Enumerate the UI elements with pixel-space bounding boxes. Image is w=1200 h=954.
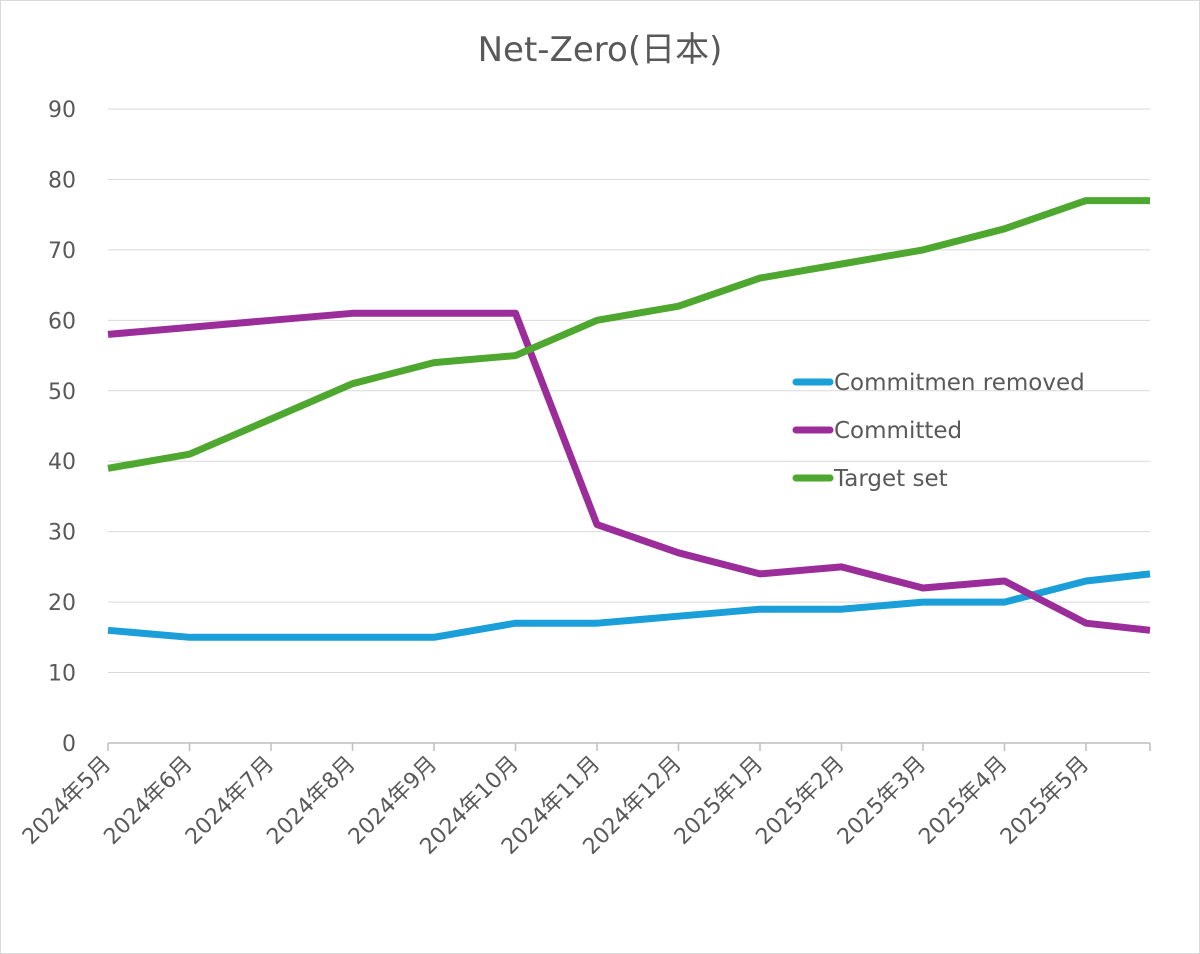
series-line-committed [107,309,1151,634]
y-tick-label: 70 [48,239,76,264]
x-axis [107,742,1151,751]
y-tick-label: 80 [48,168,76,193]
y-tick-label: 10 [48,662,76,687]
legend-label-commitmen-removed: Commitmen removed [834,370,1085,396]
y-tick-label: 30 [48,521,76,546]
legend-label-target-set: Target set [833,466,948,492]
y-tick-label: 90 [48,98,76,123]
y-axis-tick-labels: 0 10 20 30 40 50 60 70 80 90 [48,98,76,757]
y-tick-label: 20 [48,591,76,616]
chart-title: Net-Zero(日本) [477,30,723,70]
legend-label-committed: Committed [834,418,962,444]
x-axis-tick-labels: 2024年5月2024年6月2024年7月2024年8月2024年9月2024年… [18,752,1094,860]
series-line-commitmen-removed [107,570,1151,641]
series-lines [107,197,1151,641]
y-tick-label: 50 [48,380,76,405]
x-tick-label: 2025年5月 [996,752,1094,850]
series-line-target-set [107,197,1150,472]
y-tick-label: 40 [48,450,76,475]
y-tick-label: 60 [48,309,76,334]
legend: Commitmen removed Committed Target set [792,370,1085,492]
y-tick-label: 0 [62,732,76,757]
